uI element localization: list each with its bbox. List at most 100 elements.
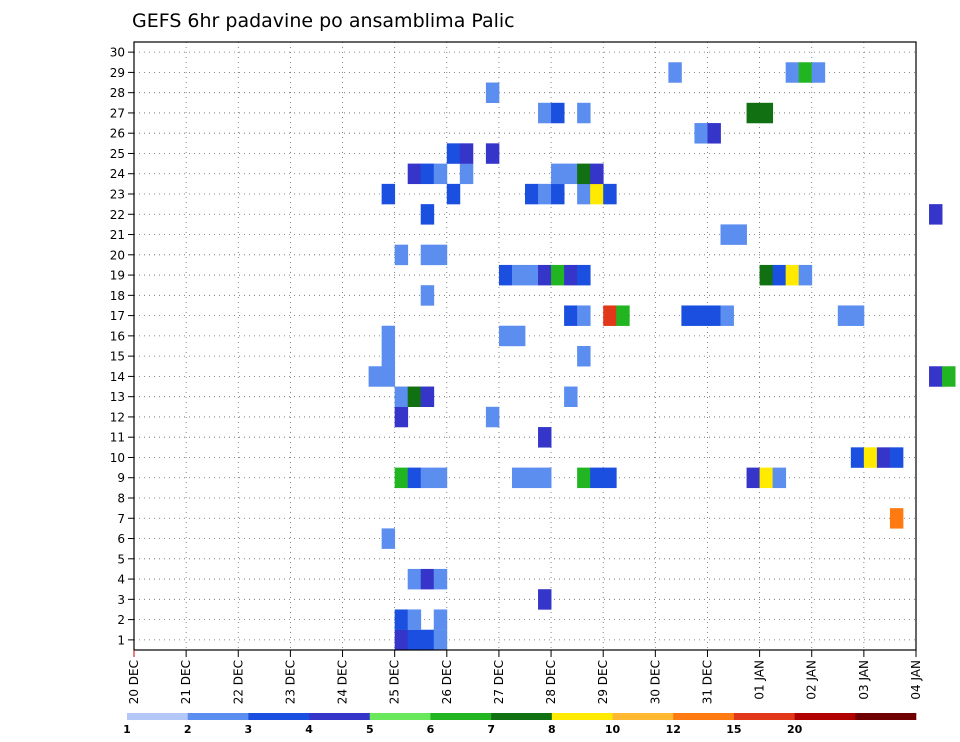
precip-cell [446,183,461,205]
y-tick-label: 1 [117,633,125,647]
precip-cell [394,629,409,651]
colorbar-swatch [187,713,249,720]
x-tick-label: 30 DEC [648,660,662,704]
precip-cell [720,224,734,245]
y-tick-label: 25 [110,147,125,161]
y-tick-label: 28 [110,86,125,100]
precip-cell [577,346,591,367]
x-tick-label: 26 DEC [440,660,454,704]
precip-cell [407,629,422,651]
y-tick-label: 14 [110,370,125,384]
colorbar-swatch [309,713,371,720]
precip-cell [759,264,774,286]
colorbar-label: 3 [245,723,253,736]
y-tick-label: 29 [110,66,125,80]
y-tick-label: 10 [110,451,125,465]
precip-cell [577,183,591,205]
precip-cell [785,264,800,286]
x-tick-label: 02 JAN [805,660,819,700]
x-tick-label: 25 DEC [388,660,402,704]
colorbar-swatch [733,713,795,720]
precip-cell [590,163,604,185]
precip-cell [850,447,865,468]
precip-cell [394,244,409,266]
precip-cell [733,224,747,245]
precip-cell [407,609,422,630]
precip-cell [746,467,760,489]
precip-cell [603,467,617,489]
chart-title: GEFS 6hr padavine po ansamblima Palic [132,10,515,32]
precip-cell [433,568,448,590]
precip-cell [929,366,943,387]
y-axis-ticks: 1234567891011121314151617181920212223242… [110,46,134,647]
y-tick-label: 16 [110,329,125,343]
precip-cell [538,183,552,205]
precip-cell [929,204,943,225]
precip-cell [863,447,878,468]
precip-cell [433,163,448,185]
plot-frame [133,41,917,651]
precip-cell [577,102,591,124]
precip-cell [551,183,565,205]
precip-cell [394,609,409,630]
precip-cell [564,264,578,286]
colorbar-swatch [491,713,553,720]
y-tick-label: 11 [110,431,125,445]
precip-cell [420,204,435,225]
precip-cell [485,82,500,103]
colorbar-label: 20 [787,723,803,736]
precip-cell [538,589,552,610]
precip-cell [433,609,448,630]
y-tick-label: 18 [110,289,125,303]
precip-cell [446,143,461,164]
precip-cell [498,264,513,286]
precip-cell [811,62,826,83]
y-tick-label: 23 [110,188,125,202]
precip-cell [407,467,422,489]
colorbar-swatch [248,713,310,720]
precip-cell [511,325,526,347]
x-tick-label: 23 DEC [283,660,297,704]
x-tick-label: 31 DEC [700,660,714,704]
colorbar-swatch [855,713,917,720]
colorbar-swatch [551,713,613,720]
precip-cell [564,163,578,185]
precip-cell [694,123,708,144]
colorbar-label: 12 [666,723,681,736]
precip-cell [381,346,396,367]
precip-cell [485,143,500,164]
precip-cell [603,183,617,205]
precip-cell [551,163,565,185]
y-tick-label: 6 [117,532,125,546]
precip-cell [746,102,760,124]
y-tick-label: 26 [110,127,125,141]
colorbar-label: 8 [548,723,556,736]
colorbar-label: 7 [487,723,495,736]
precip-cell [485,406,500,428]
precip-cell [694,305,708,326]
precip-cell [433,467,448,489]
colorbar: 1 2 3 4 5 6 7 8 10 12 15 20 [123,713,917,736]
precip-cell [616,305,630,326]
precip-cell [798,264,813,286]
y-tick-label: 30 [110,46,125,60]
precip-cell [511,467,526,489]
colorbar-swatch [430,713,492,720]
x-tick-label: 04 JAN [909,660,923,700]
x-tick-label: 01 JAN [753,660,767,700]
precip-cell [590,467,604,489]
x-tick-label: 24 DEC [336,660,350,704]
precip-cell [564,305,578,326]
precip-cell [433,244,448,266]
colorbar-label: 10 [605,723,621,736]
precip-cell [433,629,448,651]
colorbar-label: 2 [184,723,192,736]
precip-cell [368,366,383,387]
precip-cell [590,183,604,205]
precip-cell [420,629,435,651]
x-tick-label: 27 DEC [492,660,506,704]
y-tick-label: 15 [110,350,125,364]
precip-cell [577,305,591,326]
precip-cell [798,62,813,83]
